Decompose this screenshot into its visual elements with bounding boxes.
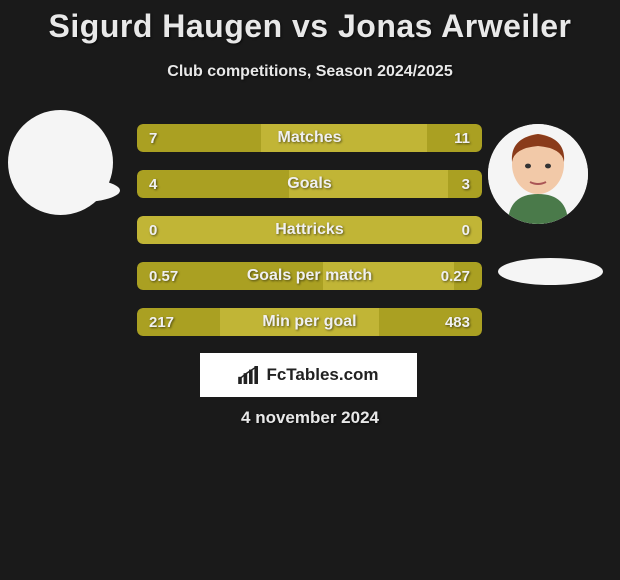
branding-strip: FcTables.com	[200, 353, 417, 397]
player-right-avatar	[488, 124, 588, 224]
bar-row: Hattricks0 0	[137, 216, 482, 244]
subtitle: Club competitions, Season 2024/2025	[0, 63, 620, 81]
bar-value-right: 0.27	[441, 262, 470, 290]
bar-value-right: 0	[462, 216, 470, 244]
bar-value-left: 4	[149, 170, 157, 198]
bar-row: Matches7 11	[137, 124, 482, 152]
bar-label: Min per goal	[137, 308, 482, 336]
page-title: Sigurd Haugen vs Jonas Arweiler	[0, 8, 620, 45]
bar-row: Goals per match0.57 0.27	[137, 262, 482, 290]
generation-date: 4 november 2024	[0, 408, 620, 428]
bar-label: Goals per match	[137, 262, 482, 290]
fctables-logo-icon	[238, 366, 260, 384]
bar-row: Goals4 3	[137, 170, 482, 198]
comparison-bars: Matches7 11 Goals4 3 Hattricks0 0 Goals per ma…	[137, 124, 482, 354]
branding-text: FcTables.com	[266, 365, 378, 385]
bar-label: Goals	[137, 170, 482, 198]
bar-value-left: 0.57	[149, 262, 178, 290]
bar-value-right: 3	[462, 170, 470, 198]
bar-label: Matches	[137, 124, 482, 152]
bar-value-left: 7	[149, 124, 157, 152]
bar-label: Hattricks	[137, 216, 482, 244]
player-portrait-icon	[488, 124, 588, 224]
bar-row: Min per goal217 483	[137, 308, 482, 336]
bar-value-right: 11	[454, 124, 470, 152]
player-left-club-badge	[20, 178, 120, 203]
bar-value-left: 0	[149, 216, 157, 244]
player-right-club-badge	[498, 258, 603, 285]
bar-value-right: 483	[445, 308, 470, 336]
bar-value-left: 217	[149, 308, 174, 336]
